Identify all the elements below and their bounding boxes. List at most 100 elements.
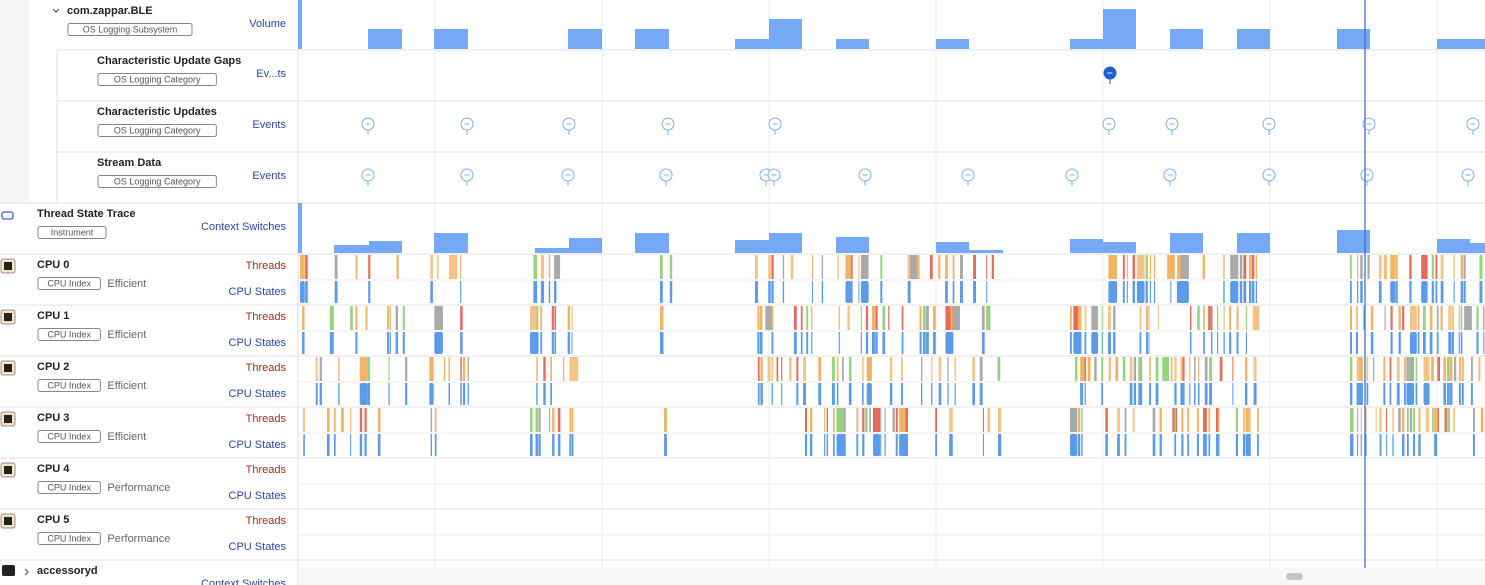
thread-slice xyxy=(1126,255,1128,279)
track-name[interactable]: CPU States xyxy=(229,541,287,553)
thread-slice xyxy=(1149,357,1152,381)
disclosure-chevron[interactable] xyxy=(24,568,29,576)
cpu-state-slice xyxy=(1091,332,1099,354)
badge-text: OS Logging Category xyxy=(114,176,201,186)
thread-slice xyxy=(556,255,561,279)
histogram-bar xyxy=(769,19,802,49)
cpu-state-slice xyxy=(1421,281,1428,303)
cpu-state-slice xyxy=(302,332,305,354)
thread-slice xyxy=(865,306,869,330)
track-name[interactable]: Events xyxy=(252,170,286,182)
track-name[interactable]: Context Switches xyxy=(201,221,286,233)
thread-slice xyxy=(810,408,813,432)
cpu-state-slice xyxy=(1108,332,1111,354)
cpu-state-slice xyxy=(768,281,771,303)
track-name[interactable]: CPU States xyxy=(229,439,287,451)
thread-slice xyxy=(1356,357,1360,381)
thread-slice xyxy=(1133,357,1137,381)
thread-slice xyxy=(826,408,829,432)
cpu-state-slice xyxy=(1458,332,1460,354)
track-name[interactable]: CPU States xyxy=(229,337,287,349)
scrollbar-thumb[interactable] xyxy=(1286,573,1303,580)
thread-slice xyxy=(1434,408,1438,432)
thread-slice xyxy=(973,255,977,279)
cpu-state-slice xyxy=(1409,332,1417,354)
cpu-state-slice xyxy=(1122,281,1125,303)
thread-slice xyxy=(1375,408,1377,432)
cpu-state-slice xyxy=(551,332,554,354)
track-name[interactable]: Ev...ts xyxy=(256,68,286,80)
cpu-state-slice xyxy=(986,281,988,303)
cpu-state-slice xyxy=(1170,281,1172,303)
thread-slice xyxy=(1359,357,1363,381)
thread-slice xyxy=(833,408,835,432)
track-name[interactable]: CPU States xyxy=(229,388,287,400)
cpu-state-slice xyxy=(536,332,538,354)
cpu-state-slice xyxy=(771,281,774,303)
track-name[interactable]: Threads xyxy=(246,464,287,476)
track-name[interactable]: Volume xyxy=(249,18,286,30)
track-name[interactable]: Threads xyxy=(246,311,287,323)
thread-slice xyxy=(1230,255,1239,279)
thread-slice xyxy=(355,255,358,279)
track-name[interactable]: Threads xyxy=(246,260,287,272)
histogram-bar xyxy=(569,238,602,253)
track-name[interactable]: Threads xyxy=(246,362,287,374)
thread-slice xyxy=(1117,408,1120,432)
thread-slice xyxy=(1232,357,1234,381)
cpu-state-slice xyxy=(973,281,977,303)
cpu-state-slice xyxy=(836,434,846,456)
thread-slice xyxy=(315,357,318,381)
cpu-state-slice xyxy=(1248,281,1252,303)
track-name[interactable]: Threads xyxy=(246,515,287,527)
thread-slice xyxy=(1132,255,1136,279)
thread-slice xyxy=(1196,408,1199,432)
thread-slice xyxy=(1180,357,1184,381)
cpu-state-slice xyxy=(1194,383,1196,405)
cpu-state-slice xyxy=(1413,434,1416,456)
row-subtitle: Efficient xyxy=(107,431,146,443)
thread-slice xyxy=(1443,357,1446,381)
track-name[interactable]: CPU States xyxy=(229,490,287,502)
cpu-state-slice xyxy=(1364,434,1367,456)
thread-slice xyxy=(757,306,760,330)
cpu-state-slice xyxy=(460,383,462,405)
cpu-state-slice xyxy=(554,332,557,354)
thread-slice xyxy=(571,408,574,432)
cpu-state-slice xyxy=(1366,383,1369,405)
cpu-state-slice xyxy=(1126,281,1128,303)
cpu-state-slice xyxy=(434,434,437,456)
cpu-state-slice xyxy=(1423,383,1430,405)
cpu-state-slice xyxy=(1434,434,1438,456)
thread-slice xyxy=(987,408,990,432)
cpu-state-slice xyxy=(305,281,308,303)
track-name[interactable]: Context Switches xyxy=(201,578,286,585)
cpu-state-slice xyxy=(1077,332,1082,354)
cpu-state-slice xyxy=(1461,383,1464,405)
thread-slice xyxy=(1454,357,1457,381)
cpu-icon-core xyxy=(4,415,12,423)
thread-slice xyxy=(1202,255,1205,279)
cpu-state-slice xyxy=(1229,332,1232,354)
thread-slice xyxy=(782,255,785,279)
track-name[interactable]: Threads xyxy=(246,413,287,425)
thread-slice xyxy=(767,357,771,381)
thread-slice xyxy=(365,306,368,330)
histogram-bar xyxy=(368,29,402,49)
thread-slice xyxy=(463,357,466,381)
thread-slice xyxy=(1476,306,1479,330)
thread-slice xyxy=(1255,255,1258,279)
track-name[interactable]: Events xyxy=(252,119,286,131)
thread-slice xyxy=(889,357,893,381)
thread-slice xyxy=(771,255,774,279)
cpu-state-slice xyxy=(805,434,808,456)
track-name[interactable]: CPU States xyxy=(229,286,287,298)
disclosure-chevron[interactable] xyxy=(52,8,60,13)
thread-slice xyxy=(845,255,852,279)
thread-slice xyxy=(765,306,773,330)
cpu-icon-core xyxy=(4,364,12,372)
thread-slice xyxy=(1424,255,1426,279)
thread-slice xyxy=(1437,357,1441,381)
thread-slice xyxy=(1253,357,1257,381)
thread-slice xyxy=(1431,357,1434,381)
